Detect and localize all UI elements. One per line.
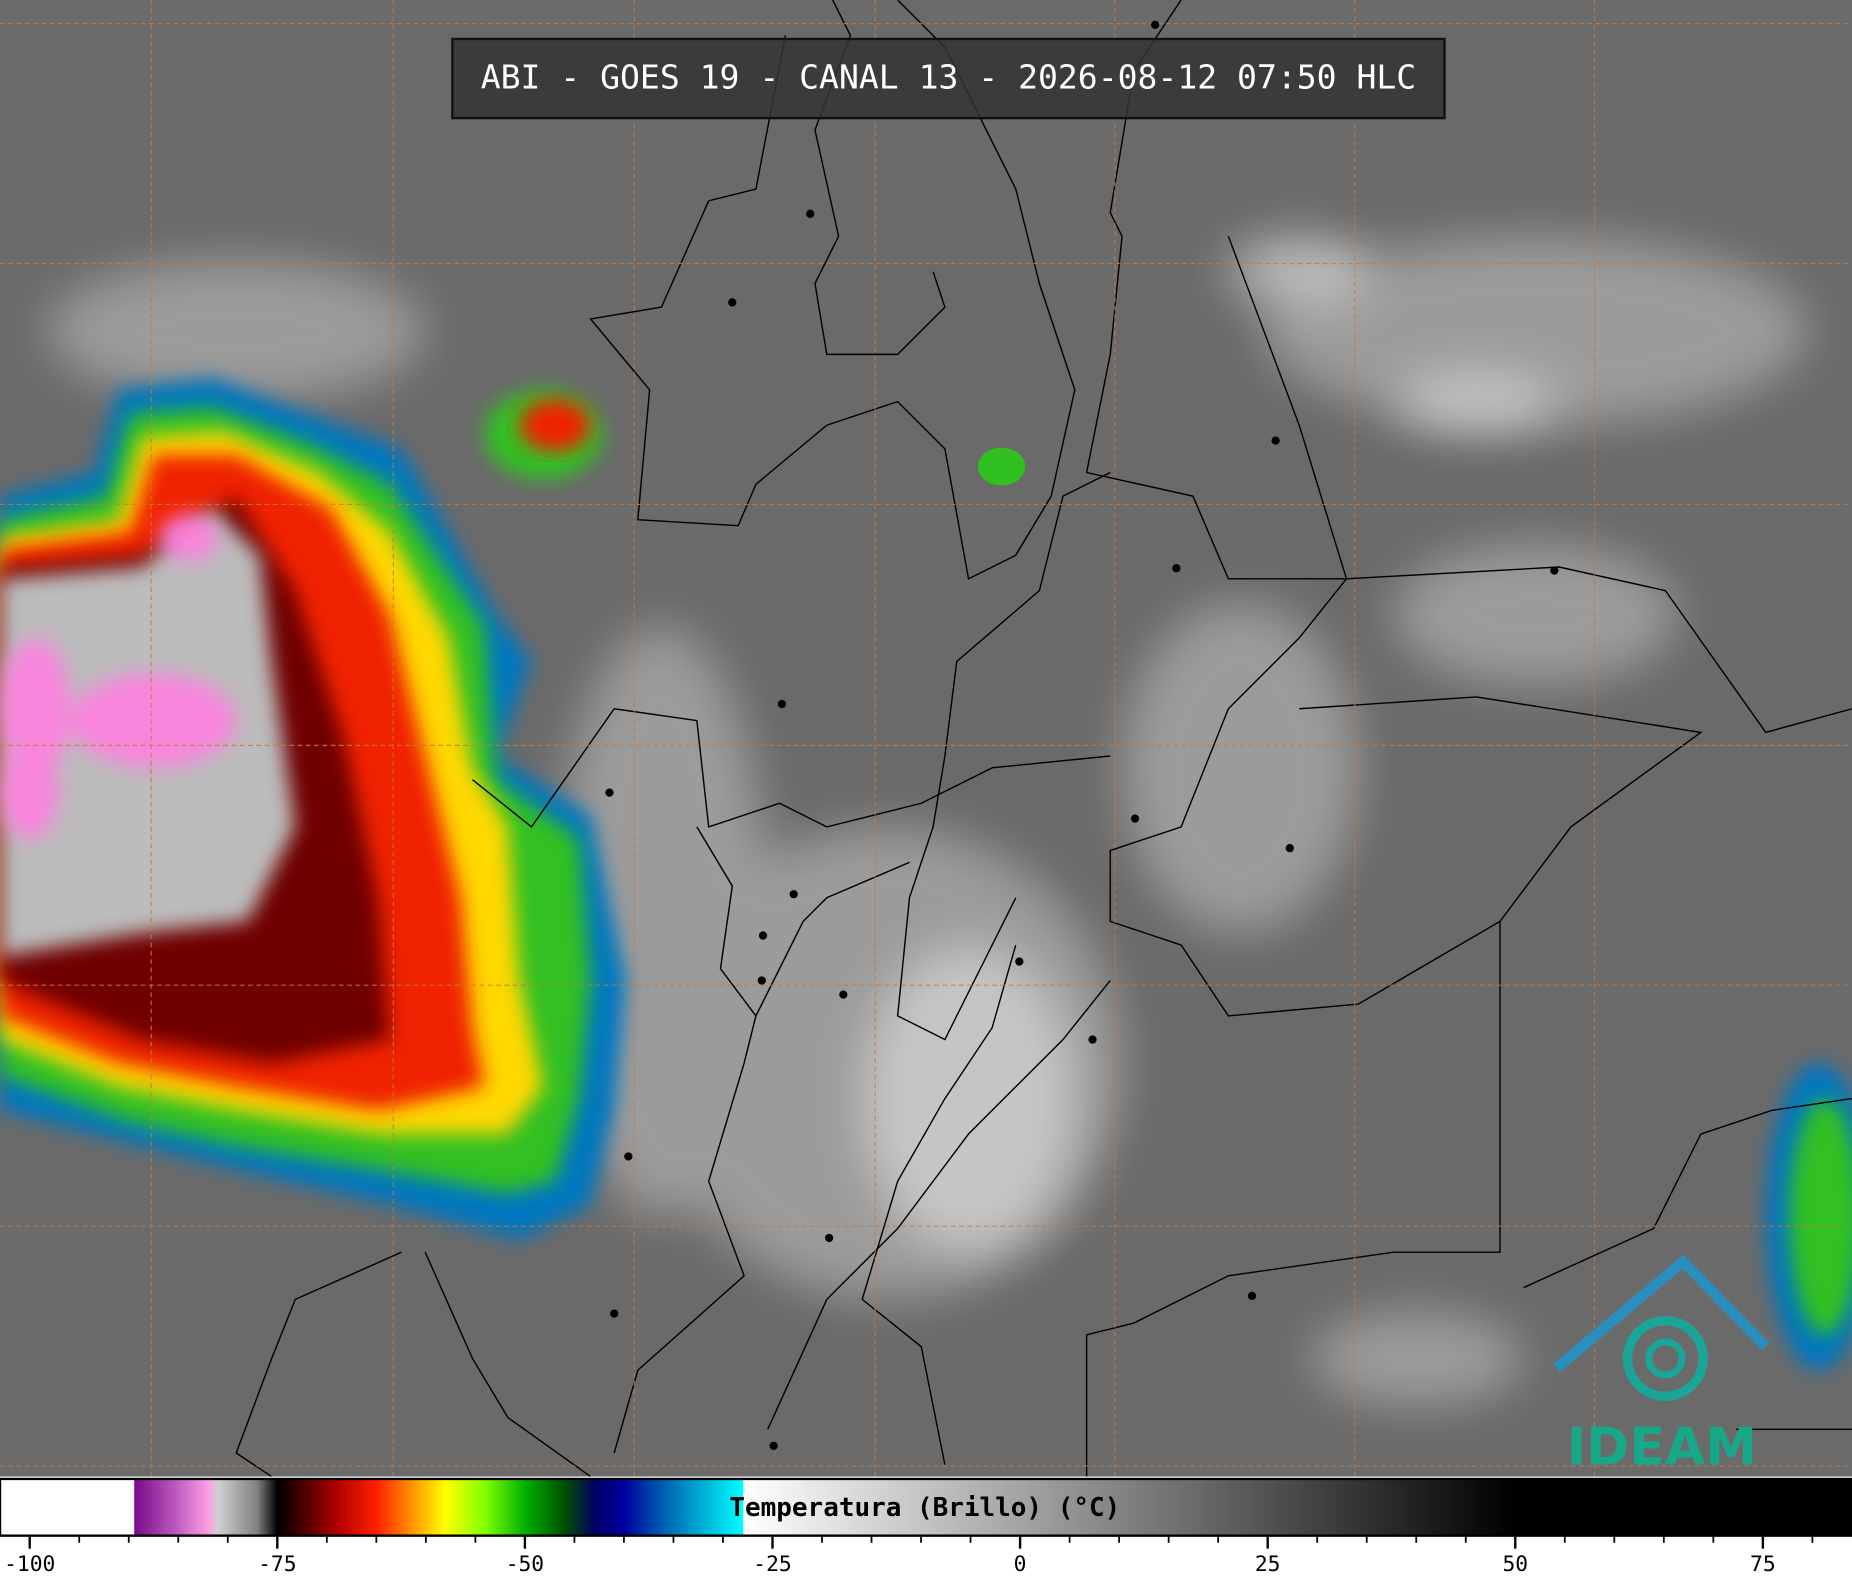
colorbar-label: Temperatura (Brillo) (°C) xyxy=(729,1493,1120,1523)
city-dots xyxy=(605,20,1559,1451)
storm-cloud xyxy=(0,378,1852,1371)
colorbar: Temperatura (Brillo) (°C) -100 -75 -50 -25 0… xyxy=(0,1476,1852,1577)
map-image: IDEAM xyxy=(0,0,1852,1478)
tick-label: -75 xyxy=(258,1552,296,1577)
title: ABI - GOES 19 - CANAL 13 - 2026-08-12 07… xyxy=(481,58,1417,97)
tick-label: 0 xyxy=(1014,1552,1027,1577)
logo: IDEAM xyxy=(1553,1254,1770,1478)
tick-label: -50 xyxy=(506,1552,544,1577)
tick-label: -25 xyxy=(753,1552,791,1577)
grid xyxy=(0,0,1852,1477)
borders xyxy=(235,0,1852,1478)
title-box: ABI - GOES 19 - CANAL 13 - 2026-08-12 07… xyxy=(451,37,1446,120)
tick-label: 75 xyxy=(1750,1552,1776,1577)
tick-label: -100 xyxy=(4,1552,55,1577)
tick-label: 25 xyxy=(1255,1552,1281,1577)
tick-label: 50 xyxy=(1502,1552,1528,1577)
logo-text: IDEAM xyxy=(1567,1418,1757,1478)
